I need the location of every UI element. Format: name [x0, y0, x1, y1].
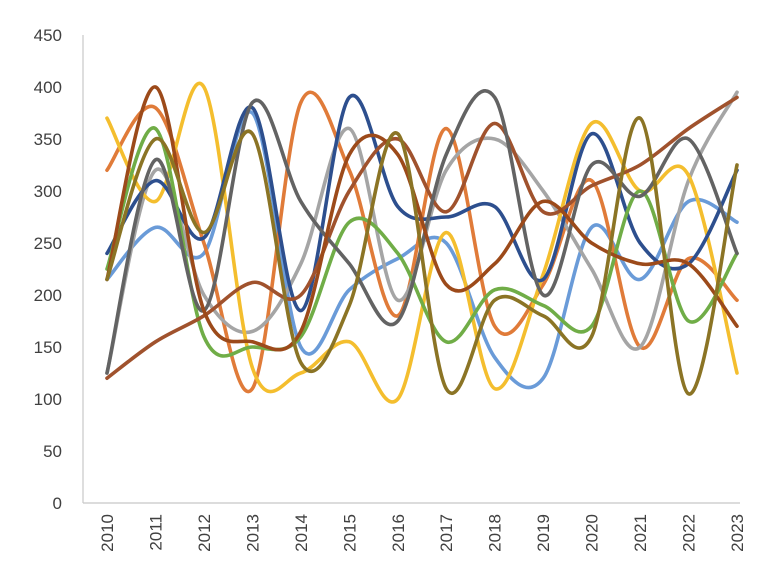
x-axis-ticks: 2010 2011 2012 2013 2014 2015 2016 2017 2018 2019…: [98, 514, 747, 552]
series-line-8: [105, 89, 739, 375]
y-tick-label: 450: [34, 26, 62, 45]
y-axis-ticks: 0 50 100 150 200 250 300 350 400 450: [34, 26, 62, 513]
x-tick-label: 2012: [195, 514, 214, 552]
x-tick-label: 2023: [728, 514, 747, 552]
x-tick-label: 2010: [98, 514, 117, 552]
y-tick-label: 0: [53, 494, 62, 513]
x-tick-label: 2013: [243, 514, 262, 552]
series-lines: [105, 81, 739, 404]
x-tick-label: 2021: [631, 514, 650, 552]
y-tick-label: 400: [34, 78, 62, 97]
y-tick-label: 200: [34, 286, 62, 305]
y-tick-label: 100: [34, 390, 62, 409]
y-tick-label: 350: [34, 130, 62, 149]
y-tick-label: 250: [34, 234, 62, 253]
series-line-3: [105, 90, 739, 375]
x-tick-label: 2016: [389, 514, 408, 552]
series-line-10: [105, 116, 739, 396]
x-tick-label: 2015: [340, 514, 359, 552]
y-tick-label: 150: [34, 338, 62, 357]
x-tick-label: 2019: [534, 514, 553, 552]
series-line-1: [105, 110, 739, 390]
y-tick-label: 300: [34, 182, 62, 201]
x-tick-label: 2011: [146, 514, 165, 551]
x-tick-label: 2022: [680, 514, 699, 552]
x-tick-label: 2018: [486, 514, 505, 552]
x-tick-label: 2014: [292, 514, 311, 552]
x-tick-label: 2020: [583, 514, 602, 552]
x-tick-label: 2017: [437, 514, 456, 552]
y-tick-label: 50: [43, 442, 62, 461]
